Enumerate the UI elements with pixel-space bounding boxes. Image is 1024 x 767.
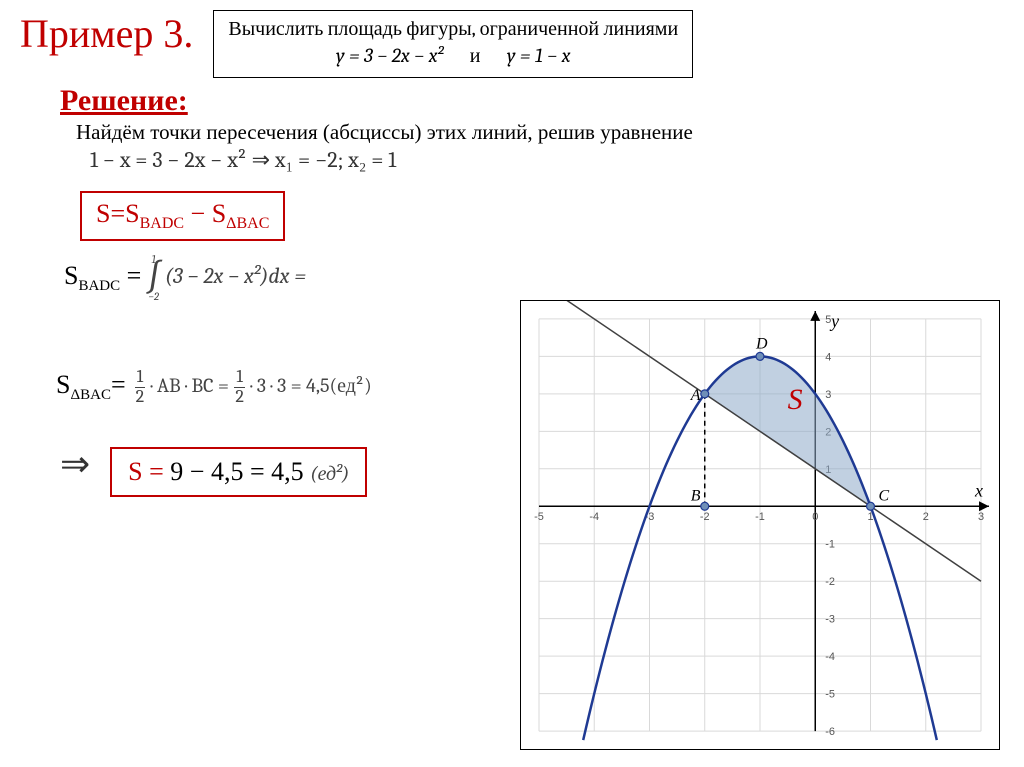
svg-text:-4: -4 (825, 651, 835, 663)
result-units: (ед²) (310, 462, 349, 485)
tri-sub: ΔBAC (70, 387, 111, 403)
svg-text:3: 3 (978, 511, 984, 523)
svg-text:-2: -2 (700, 511, 710, 523)
result-val: 9 − 4,5 = 4,5 (170, 457, 310, 486)
formula-minus: − S (184, 199, 226, 228)
area-chart: -5-4-3-2-10123-6-5-4-3-2-112345ABCDSxy (520, 300, 1000, 750)
frac2-num: 1 (234, 368, 245, 388)
svg-text:-2: -2 (825, 576, 835, 588)
arrow-icon: ⇒ (60, 443, 90, 485)
int-lhs: S (64, 261, 78, 290)
explain-text: Найдём точки пересечения (абсциссы) этих… (76, 120, 1004, 145)
svg-text:C: C (878, 487, 889, 504)
int-sub: BADC (78, 278, 120, 294)
svg-text:-5: -5 (825, 689, 835, 701)
integral-sign: ∫ (147, 266, 160, 290)
triangle-expr: 12 · AB · BC = 12 · 3 · 3 = 4,5(ед²) (134, 368, 372, 407)
svg-text:-3: -3 (825, 614, 835, 626)
task-line1: Вычислить площадь фигуры, ограниченной л… (228, 15, 678, 42)
solution-header: Решение: (60, 84, 1004, 118)
svg-text:S: S (788, 383, 803, 416)
task-eq2: y = 1 − x (507, 44, 571, 67)
svg-text:B: B (691, 487, 701, 504)
tri-mid2: · 3 · 3 = 4,5 (246, 374, 330, 397)
svg-text:-6: -6 (825, 726, 835, 738)
result-S: S = (128, 457, 170, 486)
svg-text:4: 4 (825, 351, 831, 363)
formula-sub1: BADC (140, 215, 184, 232)
task-box: Вычислить площадь фигуры, ограниченной л… (213, 10, 693, 78)
integral-row: SBADC = 1 ∫ −2 (3 − 2x − x²)dx = (64, 253, 1004, 303)
int-eq: = (120, 261, 141, 290)
svg-text:-5: -5 (534, 511, 544, 523)
svg-text:0: 0 (812, 511, 818, 523)
intersection-eq: 1 − x = 3 − 2x − x² ⇒ x₁ = −2; x₂ = 1 (90, 147, 1004, 173)
tri-lhs: S (56, 370, 70, 399)
tri-eq: = (111, 370, 126, 399)
svg-text:x: x (974, 480, 983, 500)
frac1-num: 1 (135, 368, 146, 388)
svg-text:3: 3 (825, 389, 831, 401)
formula-sub2: ΔBAC (226, 215, 269, 232)
svg-text:D: D (755, 335, 768, 352)
task-eq1: y = 3 − 2x − x² (336, 44, 443, 67)
example-title: Пример 3. (20, 10, 193, 57)
svg-text:y: y (829, 311, 839, 331)
formula-lhs: S=S (96, 199, 140, 228)
tri-mid1: · AB · BC = (146, 374, 233, 397)
tri-units: (ед²) (330, 374, 372, 397)
frac1-den: 2 (134, 388, 147, 407)
int-lower: −2 (148, 290, 159, 303)
svg-text:-1: -1 (755, 511, 765, 523)
result-box: S = 9 − 4,5 = 4,5 (ед²) (110, 447, 367, 497)
frac2-den: 2 (233, 388, 246, 407)
svg-text:A: A (690, 387, 701, 404)
svg-text:-1: -1 (825, 539, 835, 551)
integral-expr: 1 ∫ −2 (3 − 2x − x²)dx = (147, 253, 306, 303)
svg-text:2: 2 (923, 511, 929, 523)
int-body: (3 − 2x − x²)dx = (165, 263, 306, 289)
svg-text:-4: -4 (589, 511, 599, 523)
area-formula-box: S=SBADC − SΔBAC (80, 191, 285, 241)
task-and: и (470, 44, 481, 67)
